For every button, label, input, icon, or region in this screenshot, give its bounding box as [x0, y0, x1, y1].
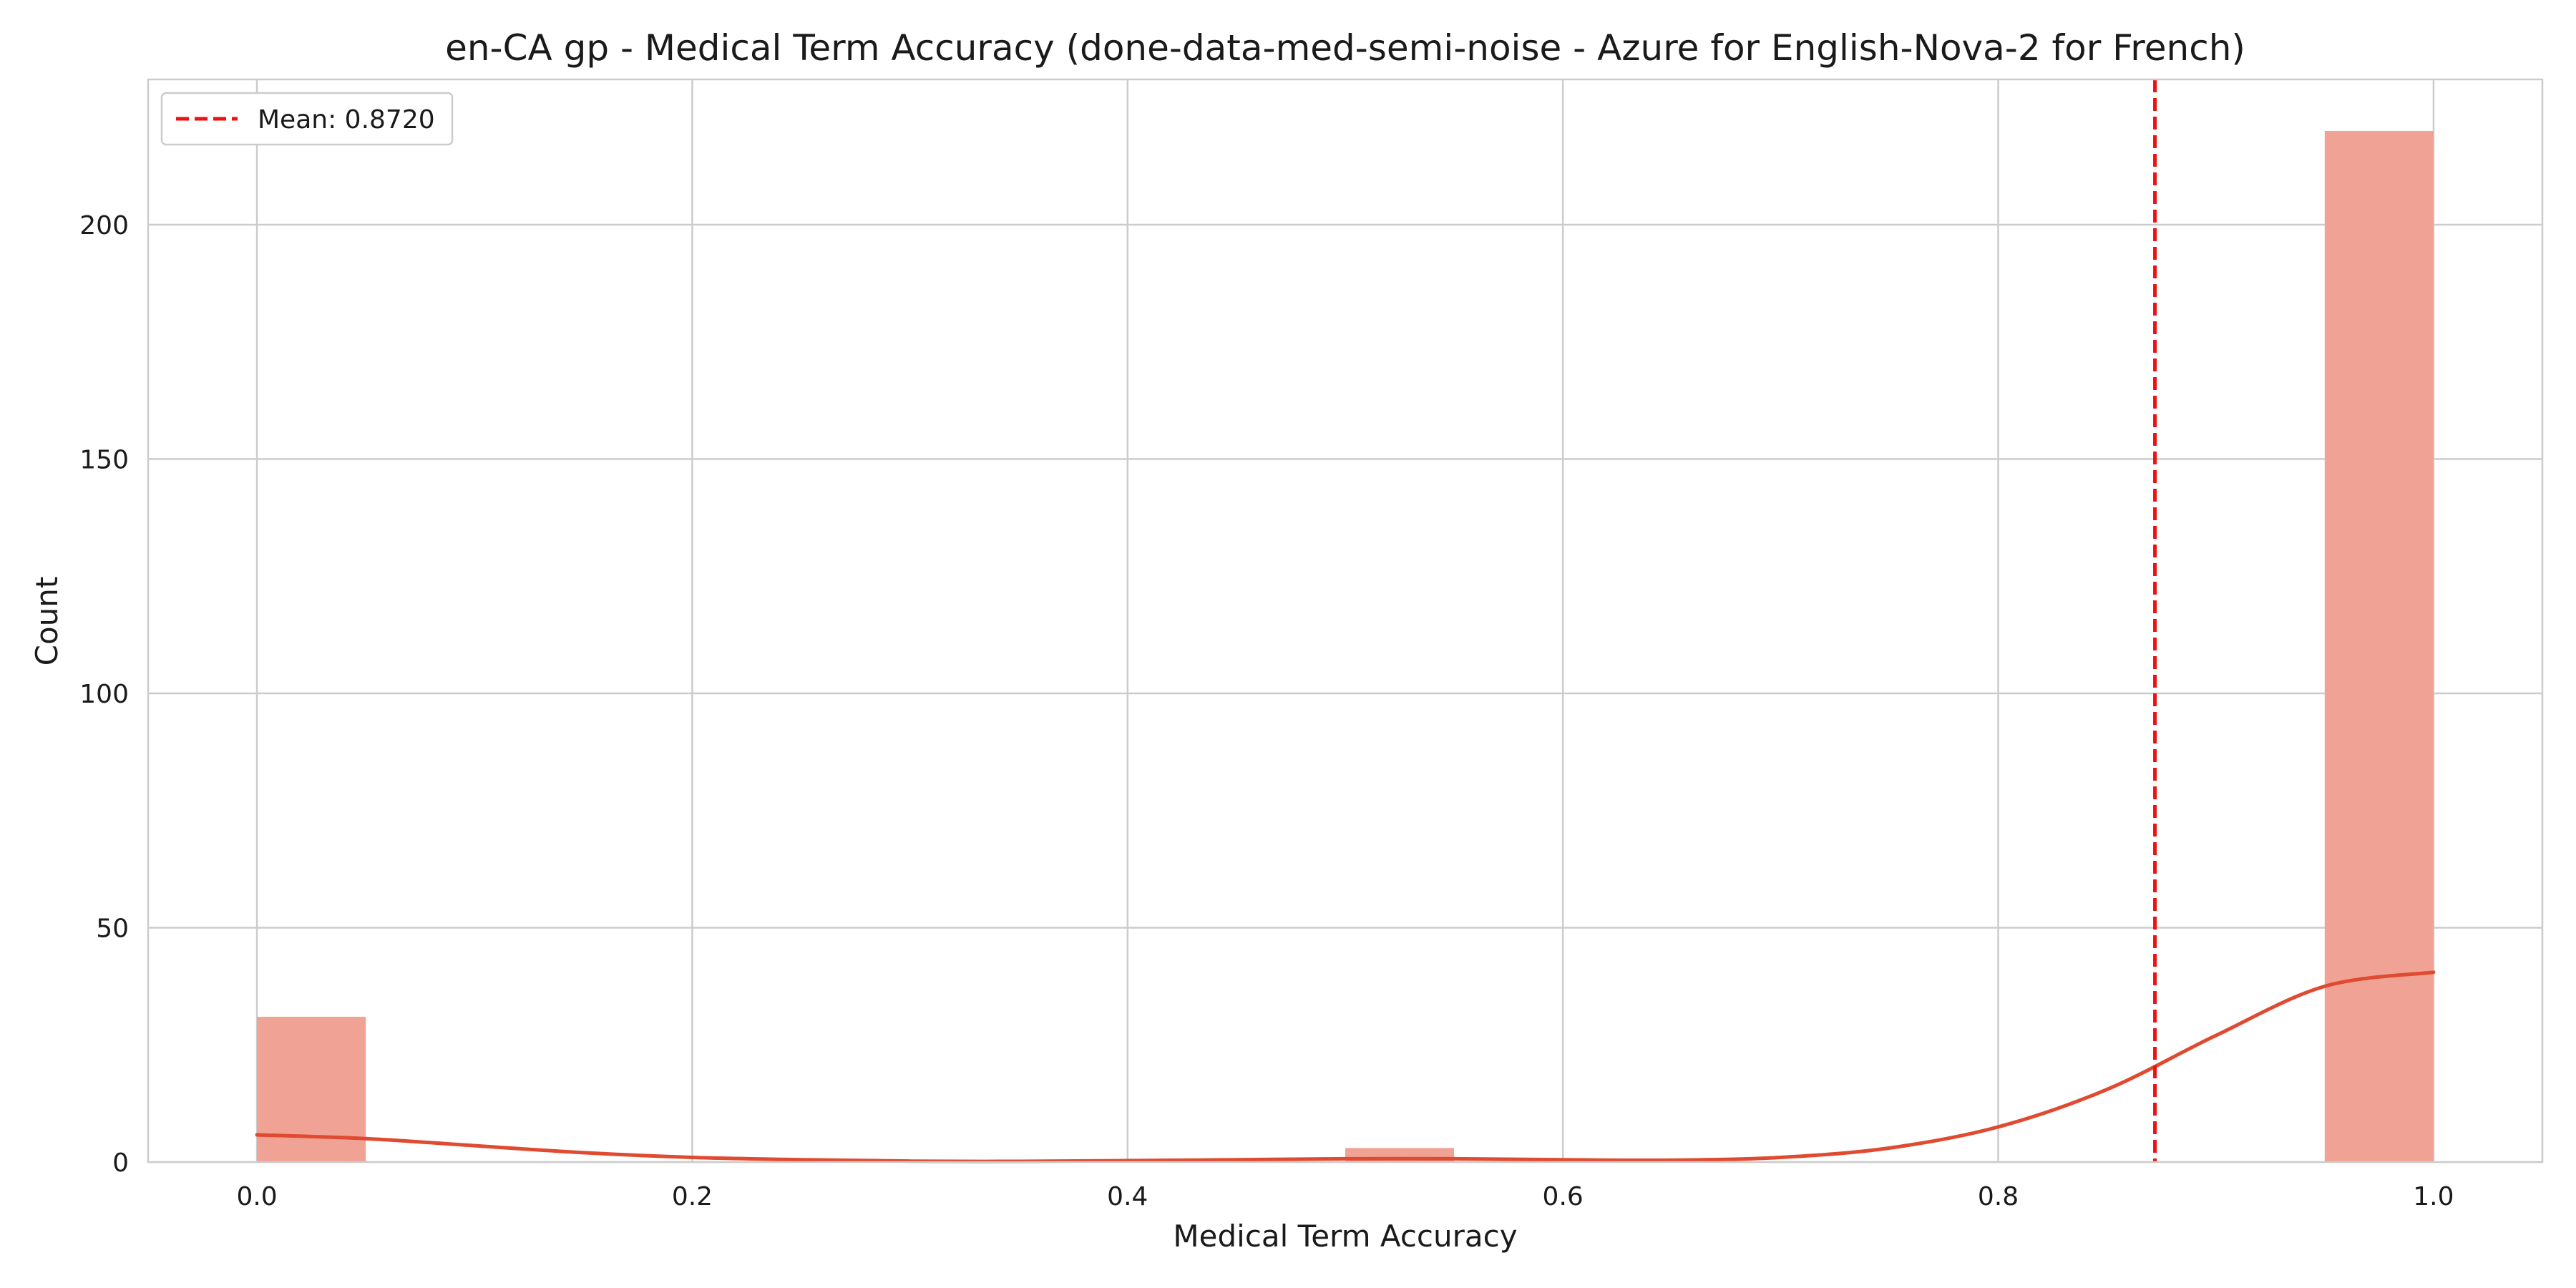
y-tick-label-3: 150	[79, 446, 129, 475]
legend-box	[160, 92, 454, 146]
x-tick-label-2: 0.4	[1107, 1182, 1148, 1211]
chart-title: en-CA gp - Medical Term Accuracy (done-d…	[445, 27, 2245, 69]
y-tick-label-1: 50	[96, 914, 129, 944]
legend-mean-label: Mean: 0.8720	[258, 105, 435, 135]
x-tick-label-5: 1.0	[2413, 1182, 2454, 1211]
y-axis-label: Count	[29, 577, 64, 666]
x-tick-label-1: 0.2	[672, 1182, 713, 1211]
x-tick-label-0: 0.0	[236, 1182, 277, 1211]
x-tick-labels: 0.0 0.2 0.4 0.6 0.8 1.0	[236, 1182, 2454, 1211]
kde-curve-group	[255, 970, 2436, 1163]
plot-frame	[147, 78, 2544, 1163]
x-tick-label-4: 0.8	[1978, 1182, 2019, 1211]
legend: Mean: 0.8720	[160, 92, 454, 146]
y-tick-label-2: 100	[79, 680, 129, 709]
y-tick-labels: 0 50 100 150 200	[79, 211, 129, 1178]
kde-curve	[255, 970, 2436, 1163]
histogram-bar-2	[2324, 131, 2434, 1163]
x-axis-label: Medical Term Accuracy	[1173, 1219, 1517, 1254]
y-tick-label-4: 200	[79, 211, 129, 240]
x-tick-label-3: 0.6	[1543, 1182, 1584, 1211]
histogram-bar-0	[257, 1016, 366, 1162]
y-tick-label-0: 0	[112, 1148, 129, 1178]
